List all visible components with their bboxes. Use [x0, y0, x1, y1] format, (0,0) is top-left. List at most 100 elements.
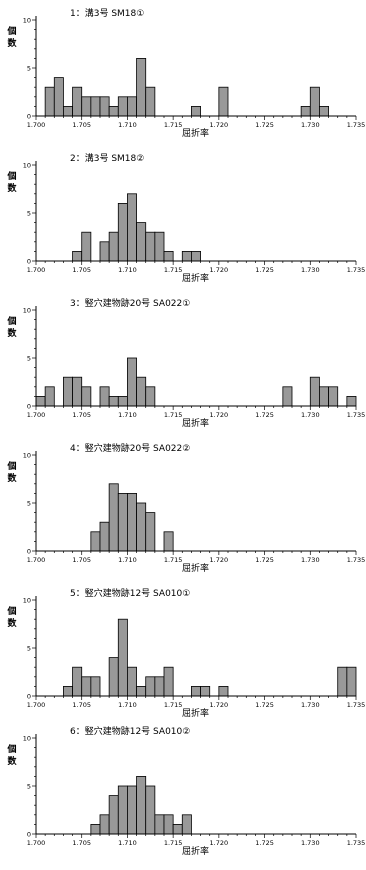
histogram-bar: [127, 96, 137, 117]
histogram-bar: [191, 106, 201, 117]
histogram-panel-4: 4：竪穴建物跡20号 SA022② 個数 1.700 1.705 1.710 1.71…: [0, 441, 366, 587]
histogram-bar: [136, 222, 147, 262]
histogram-bar: [163, 531, 174, 552]
x-tick-label: 1.700: [27, 556, 46, 564]
x-tick-label: 1.730: [301, 121, 320, 129]
histogram-bar: [108, 657, 119, 697]
x-tick-label: 1.705: [72, 266, 91, 274]
histogram-bar: [72, 86, 83, 117]
histogram-bar: [99, 521, 110, 552]
chart-title: 1：溝3号 SM18①: [70, 9, 145, 19]
x-tick-label: 1.730: [301, 839, 320, 847]
x-tick-label: 1.715: [164, 556, 183, 564]
x-tick-label: 1.710: [118, 556, 137, 564]
histogram-bar: [200, 686, 211, 697]
chart-title: 3：竪穴建物跡20号 SA022①: [70, 299, 191, 309]
histogram-bar: [53, 77, 64, 117]
x-tick-label: 1.715: [164, 121, 183, 129]
histogram-bar: [127, 785, 137, 835]
histogram-bar: [44, 386, 55, 407]
histogram-bar: [72, 251, 83, 262]
y-tick-label: 0: [27, 693, 31, 701]
histogram-bar: [145, 86, 156, 117]
x-tick-label: 1.720: [210, 839, 229, 847]
chart-title: 4：竪穴建物跡20号 SA022②: [70, 444, 191, 454]
y-tick-label: 0: [27, 548, 31, 556]
x-tick-label: 1.710: [118, 411, 137, 419]
x-tick-label: 1.715: [164, 266, 183, 274]
histogram-bar: [337, 666, 348, 697]
x-tick-label: 1.705: [72, 701, 91, 709]
x-tick-label: 1.710: [118, 839, 137, 847]
x-tick-label: 1.730: [301, 701, 320, 709]
y-tick-label: 5: [27, 783, 31, 791]
y-tick-label: 5: [27, 210, 31, 218]
histogram-bar: [346, 396, 357, 407]
histogram-bar: [117, 203, 128, 262]
histogram-bar: [108, 106, 119, 117]
histogram-bar: [218, 686, 229, 697]
x-tick-label: 1.730: [301, 556, 320, 564]
histogram-bar: [117, 618, 128, 697]
histogram-bar: [145, 676, 156, 697]
x-tick-label: 1.710: [118, 701, 137, 709]
x-tick-label: 1.725: [255, 556, 274, 564]
x-tick-label: 1.700: [27, 121, 46, 129]
x-axis-label: 屈折率: [182, 419, 210, 429]
x-tick-label: 1.735: [347, 556, 366, 564]
histogram-bar: [163, 666, 174, 697]
y-tick-label: 5: [27, 355, 31, 363]
histogram-bar: [72, 376, 83, 407]
histogram-panel-6: 6：竪穴建物跡12号 SA010② 個数 1.700 1.705 1.710 1.71…: [0, 724, 366, 870]
histogram-bar: [181, 814, 192, 835]
histogram-bar: [309, 376, 320, 407]
histogram-bar: [282, 386, 293, 407]
x-tick-label: 1.715: [164, 701, 183, 709]
histogram-bar: [181, 251, 192, 262]
x-axis-label: 屈折率: [182, 564, 210, 574]
histogram-bar: [90, 531, 101, 552]
histogram-bar: [136, 58, 147, 117]
histogram-bar: [154, 231, 165, 262]
x-tick-label: 1.735: [347, 266, 366, 274]
x-axis-label: 屈折率: [182, 274, 210, 284]
histogram-bar: [63, 686, 73, 697]
y-tick-label: 10: [23, 162, 31, 170]
x-axis-label: 屈折率: [182, 709, 210, 719]
histogram-panel-2: 2：溝3号 SM18② 個数 1.700 1.705 1.710 1.715 1.720…: [0, 151, 366, 297]
chart-plot: 1.700 1.705 1.710 1.715 1.720 1.725 1.730 1.735…: [23, 596, 365, 709]
histogram-bar: [99, 814, 110, 835]
histogram-bar: [117, 96, 128, 117]
chart-plot: 1.700 1.705 1.710 1.715 1.720 1.725 1.730 1.735…: [23, 451, 366, 564]
histogram-bar: [99, 96, 110, 117]
histogram-bar: [81, 96, 92, 117]
histogram-bar: [127, 193, 137, 262]
chart-title: 6：竪穴建物跡12号 SA010②: [70, 727, 191, 737]
y-axis-label: 個数: [7, 27, 17, 49]
x-tick-label: 1.735: [347, 411, 366, 419]
x-tick-label: 1.700: [27, 701, 46, 709]
chart-plot: 1.700 1.705 1.710 1.715 1.720 1.725 1.730 1.735…: [23, 16, 366, 129]
histogram-bar: [145, 512, 156, 552]
histogram-bar: [191, 251, 201, 262]
histogram-panel-5: 5：竪穴建物跡12号 SA010① 個数 1.700 1.705 1.710 1.71…: [0, 586, 366, 732]
x-tick-label: 1.700: [27, 839, 46, 847]
histogram-bar: [108, 795, 119, 835]
histogram-bar: [81, 231, 92, 262]
histogram-bar: [108, 396, 119, 407]
histogram-panel-1: 1：溝3号 SM18① 個数 1.700 1.705 1.710 1.715 1.720…: [0, 6, 366, 152]
histogram-bar: [63, 376, 73, 407]
histogram-bar: [117, 785, 128, 835]
y-tick-label: 0: [27, 113, 31, 121]
histogram-bar: [108, 231, 119, 262]
y-axis-label: 個数: [7, 462, 17, 484]
y-tick-label: 5: [27, 645, 31, 653]
histogram-bar: [44, 86, 55, 117]
histogram-bar: [346, 666, 357, 697]
histogram-bar: [154, 814, 165, 835]
histogram-bar: [191, 686, 201, 697]
x-tick-label: 1.735: [347, 121, 366, 129]
y-axis-label: 個数: [7, 607, 17, 629]
x-axis-label: 屈折率: [182, 129, 210, 139]
